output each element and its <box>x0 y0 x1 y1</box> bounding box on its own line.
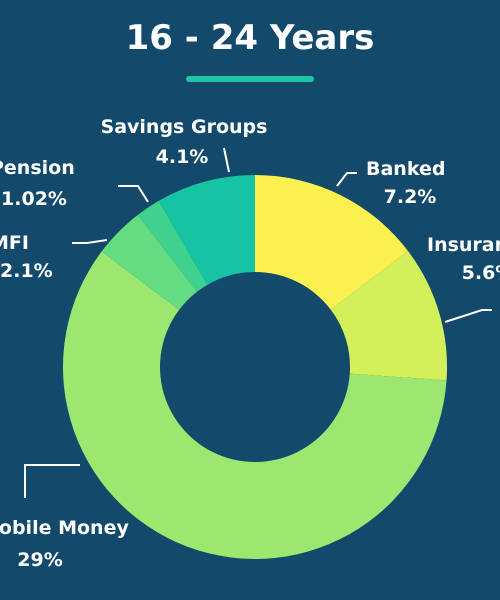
label-name-savings-groups: Savings Groups <box>101 116 268 138</box>
label-value-mobile-money: 29% <box>17 549 62 571</box>
label-value-banked: 7.2% <box>384 186 437 208</box>
slice-banked <box>255 175 409 310</box>
leader-lines <box>24 147 492 498</box>
slice-mfi <box>101 214 198 310</box>
leader-line-mobile-money <box>24 464 80 498</box>
leader-line-savings-groups <box>223 147 230 173</box>
slice-savings-groups <box>158 175 255 285</box>
label-value-pension: 1.02% <box>1 188 67 210</box>
label-name-insurance: Insurance <box>427 234 500 256</box>
slice-pension <box>137 200 208 292</box>
leader-line-mfi <box>72 239 108 244</box>
donut-slices <box>63 175 447 559</box>
label-value-savings-groups: 4.1% <box>156 146 209 168</box>
slice-mobile-money <box>63 251 447 559</box>
title-underline <box>186 76 314 82</box>
leader-line-insurance <box>444 309 492 323</box>
label-name-mobile-money: Mobile Money <box>0 517 129 539</box>
label-name-pension: Pension <box>0 157 75 179</box>
label-name-banked: Banked <box>366 158 445 180</box>
label-name-mfi: MFI <box>0 232 29 254</box>
label-value-insurance: 5.6% <box>462 262 500 284</box>
label-value-mfi: 2.1% <box>0 260 53 282</box>
chart-title: 16 - 24 Years <box>125 18 375 58</box>
leader-line-pension <box>118 185 149 203</box>
slice-labels: Banked 7.2% Insurance 5.6% Mobile Money 29% MF… <box>0 116 500 571</box>
leader-line-banked <box>336 172 357 187</box>
slice-insurance <box>330 251 447 381</box>
